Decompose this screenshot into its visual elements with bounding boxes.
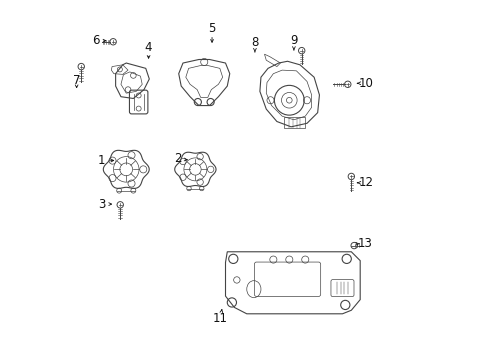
Text: 10: 10 xyxy=(359,77,374,90)
Text: 7: 7 xyxy=(73,73,80,86)
Text: 8: 8 xyxy=(251,36,259,49)
Text: 5: 5 xyxy=(208,22,216,35)
Text: 4: 4 xyxy=(145,41,152,54)
Text: 6: 6 xyxy=(92,34,99,47)
Text: 12: 12 xyxy=(359,176,374,189)
Text: 2: 2 xyxy=(174,152,181,165)
Text: 1: 1 xyxy=(98,154,105,167)
Text: 3: 3 xyxy=(98,198,105,211)
Text: 11: 11 xyxy=(213,312,228,325)
Text: 13: 13 xyxy=(358,237,373,250)
Text: 9: 9 xyxy=(290,34,297,47)
